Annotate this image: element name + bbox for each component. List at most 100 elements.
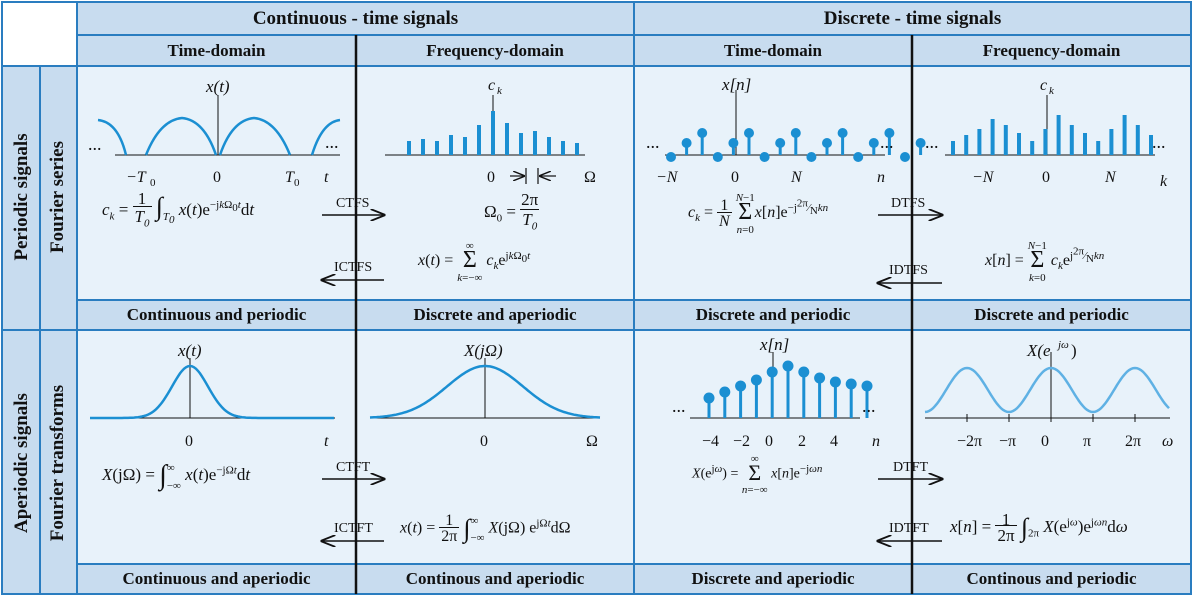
spectral-line	[1043, 129, 1048, 155]
spectral-line	[519, 133, 523, 155]
ellipsis: ...	[672, 396, 686, 416]
footer-a-dt-time: Discrete and aperiodic	[691, 569, 855, 588]
spectral-line	[1083, 133, 1087, 155]
label-zero: 0	[480, 433, 488, 450]
tick-label: 2π	[1125, 433, 1141, 450]
label-zero: 0	[487, 169, 495, 186]
spectral-line	[463, 137, 467, 155]
stem-dot	[697, 128, 708, 138]
stem-dot	[744, 128, 754, 138]
corner-cell	[2, 2, 77, 66]
stem-dot	[759, 152, 770, 162]
spectral-line	[1135, 125, 1140, 155]
stem-dot	[782, 360, 794, 372]
arrow-ctfs-label: CTFS	[336, 196, 370, 211]
header-ct-freq: Frequency-domain	[426, 40, 564, 60]
label-xn: x[n]	[759, 335, 789, 354]
plot-dt-aperiodic-time: ... ... x[n] −4 −2 0 2 4 n	[672, 335, 880, 450]
stem-dot	[861, 380, 873, 392]
label-t0: T	[285, 169, 295, 186]
stem-dot	[775, 138, 786, 148]
stem-dot	[868, 138, 879, 148]
stem-dot	[681, 138, 692, 148]
label-t: t	[324, 433, 329, 450]
plot-ct-aperiodic-time: x(t) 0 t	[90, 341, 335, 450]
stem-dot	[728, 138, 739, 148]
plot-dt-periodic-freq: ... ... c k −N 0 N k	[925, 77, 1168, 190]
stem-dot	[712, 152, 723, 162]
tick-label: −2π	[957, 433, 982, 450]
spectral-line	[1122, 115, 1127, 155]
tick-label: 4	[830, 433, 838, 450]
label-omega: Ω	[584, 169, 596, 186]
stem-dot	[735, 380, 747, 392]
label-t0-sub: 0	[294, 177, 300, 189]
label-minus-t0-sub: 0	[150, 177, 156, 189]
tick-label: 0	[765, 433, 773, 450]
spectral-line	[1149, 135, 1153, 155]
gaussian-spectrum	[369, 364, 601, 419]
spectral-line	[1109, 129, 1114, 155]
ellipsis: ...	[325, 132, 339, 152]
ellipsis: ...	[862, 396, 876, 416]
spectral-line	[1069, 125, 1074, 155]
arrow-dtfs-label: DTFS	[891, 196, 926, 211]
header-ct-time: Time-domain	[167, 40, 266, 60]
footer-p-ct-time: Continuous and periodic	[126, 305, 307, 324]
label-zero: 0	[1042, 169, 1050, 186]
label-minus-n: −N	[656, 169, 679, 186]
eq-dt-ft-synthesis: x[n] = 1 2π ∫2π X(ejω)ejωndω	[950, 510, 1128, 545]
header-discrete: Discrete - time signals	[823, 7, 1002, 29]
plot-ct-periodic-freq: c k 0 Ω	[385, 77, 596, 186]
label-n-cap: N	[1104, 169, 1117, 186]
label-omega-w: ω	[1162, 433, 1173, 450]
stem-dot	[806, 152, 817, 162]
arrow-ictfs-label: ICTFS	[334, 260, 373, 275]
plot-dt-periodic-time: ... ... x[n] −N 0 N n	[646, 75, 926, 186]
label-t: t	[324, 169, 329, 186]
label-n: n	[877, 169, 885, 186]
label-k: k	[1160, 173, 1168, 190]
spectral-line	[977, 129, 982, 155]
tick-label: π	[1083, 433, 1091, 450]
label-xejw-sup: jω	[1056, 339, 1069, 351]
spectral-line	[435, 141, 439, 155]
ellipsis: ...	[1152, 132, 1166, 152]
label-zero: 0	[731, 169, 739, 186]
label-ck-sub: k	[497, 85, 503, 97]
eq-ct-fs-analysis: ck = 1 T0 ∫T0 x(t)e−jkΩ0tdt	[102, 189, 255, 230]
stem-dot	[719, 386, 731, 398]
label-ck-sub: k	[1049, 85, 1055, 97]
arrow-ctft-label: CTFT	[336, 460, 371, 475]
stem-dot	[798, 366, 810, 378]
footer-a-dt-freq: Continous and periodic	[966, 569, 1137, 588]
spectral-line	[1017, 133, 1021, 155]
footer-p-ct-freq: Discrete and aperiodic	[413, 305, 577, 324]
footer-p-dt-time: Discrete and periodic	[695, 305, 851, 324]
stem-dot	[884, 128, 895, 138]
tick-label: −π	[999, 433, 1016, 450]
spectral-line	[1003, 125, 1008, 155]
label-minus-n: −N	[972, 169, 995, 186]
stem-dot	[845, 378, 857, 390]
label-ck: c	[488, 77, 495, 94]
ellipsis: ...	[925, 132, 939, 152]
footer-a-ct-time: Continuous and aperiodic	[122, 569, 311, 588]
spectral-line	[449, 135, 453, 155]
arrow-ictft-label: ICTFT	[334, 521, 373, 536]
tick-label: 0	[1041, 433, 1049, 450]
stem-dot	[766, 366, 778, 378]
arrow-dtft-label: DTFT	[893, 460, 928, 475]
arrow-idtfs-label: IDTFS	[889, 263, 928, 278]
label-zero: 0	[213, 169, 221, 186]
spectral-line	[533, 131, 537, 155]
spectral-line	[505, 123, 509, 155]
tick-label: −2	[733, 433, 750, 450]
eq-ct-fs-omega: Ω0 = 2π T0	[484, 190, 540, 233]
footer-p-dt-freq: Discrete and periodic	[974, 305, 1129, 324]
spectral-line	[547, 137, 551, 155]
